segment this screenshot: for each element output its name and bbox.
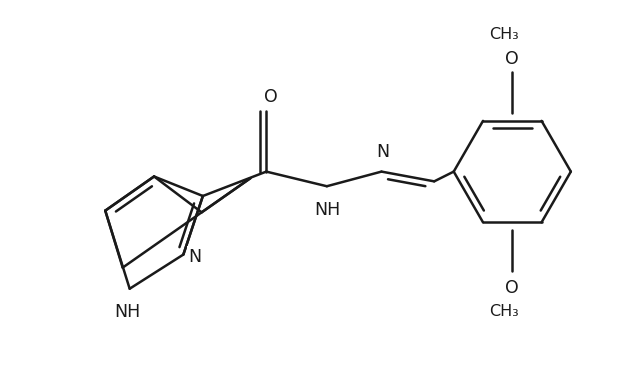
- Text: O: O: [264, 89, 278, 107]
- Text: NH: NH: [115, 303, 141, 321]
- Text: N: N: [189, 248, 202, 265]
- Text: O: O: [506, 51, 519, 68]
- Text: N: N: [376, 143, 389, 161]
- Text: CH₃: CH₃: [490, 304, 519, 319]
- Text: NH: NH: [315, 201, 341, 219]
- Text: CH₃: CH₃: [490, 27, 519, 42]
- Text: O: O: [506, 279, 519, 297]
